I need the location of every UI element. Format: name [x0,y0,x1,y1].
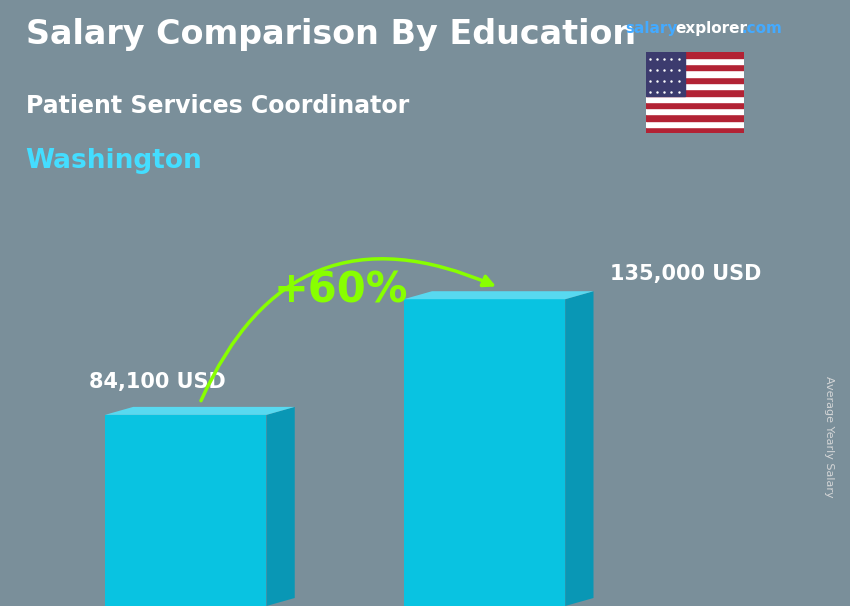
Bar [646,102,744,108]
Text: 84,100 USD: 84,100 USD [88,372,225,392]
Text: Patient Services Coordinator: Patient Services Coordinator [26,94,409,118]
Bar [646,108,744,115]
Bar [646,52,685,96]
Text: Average Yearly Salary: Average Yearly Salary [824,376,834,497]
Bar [646,52,744,58]
Bar [646,89,744,96]
Bar [646,127,744,133]
Text: .com: .com [741,21,782,36]
Polygon shape [404,299,565,606]
Bar [646,115,744,121]
Text: explorer: explorer [676,21,748,36]
Text: Washington: Washington [26,148,202,175]
Polygon shape [105,407,295,415]
Bar [646,83,744,89]
Polygon shape [565,291,593,606]
Polygon shape [105,415,267,606]
Bar [646,58,744,64]
Polygon shape [404,291,593,299]
Bar [646,121,744,127]
Polygon shape [267,407,295,606]
Bar [646,70,744,77]
Text: salary: salary [625,21,677,36]
Text: 135,000 USD: 135,000 USD [609,264,761,284]
Text: Salary Comparison By Education: Salary Comparison By Education [26,18,636,51]
Bar [646,64,744,70]
Bar [646,96,744,102]
Bar [646,77,744,83]
Text: +60%: +60% [274,270,408,311]
